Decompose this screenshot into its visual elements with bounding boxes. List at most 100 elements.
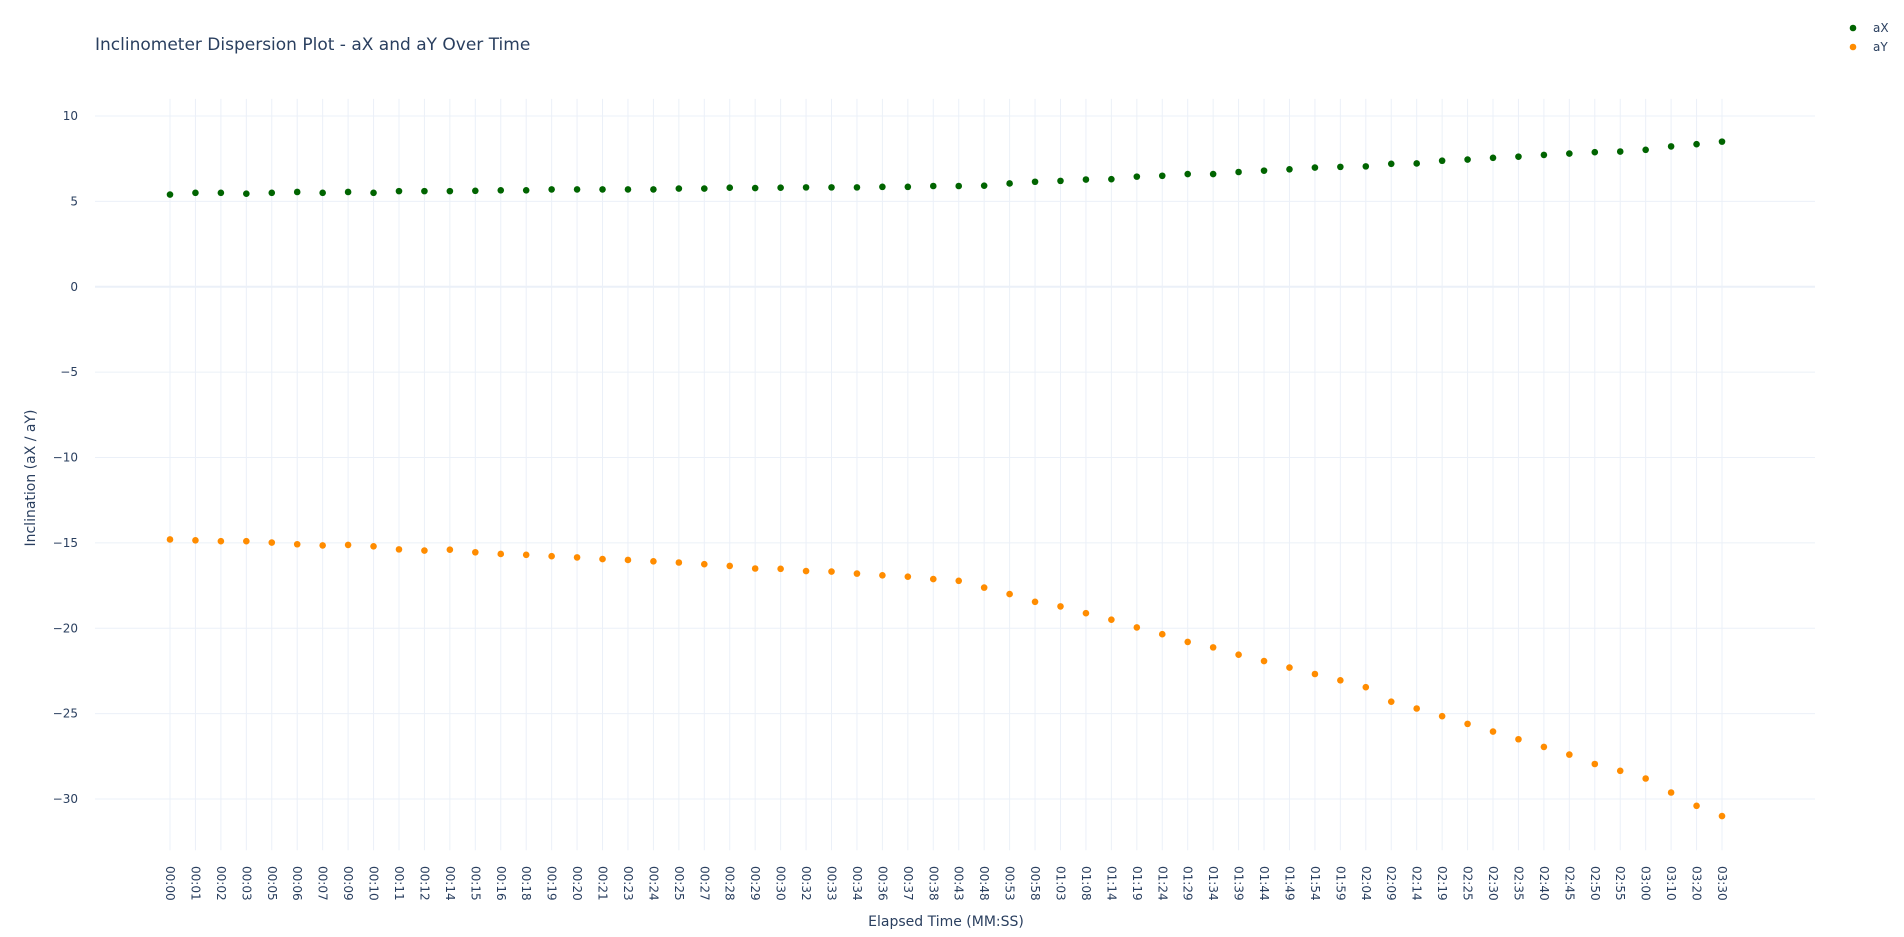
point-ay[interactable] (344, 541, 352, 549)
point-ay[interactable] (777, 565, 784, 573)
point-ax[interactable] (1540, 151, 1548, 159)
point-ay[interactable] (1718, 812, 1726, 820)
point-ay[interactable] (319, 542, 326, 549)
point-ay[interactable] (421, 547, 428, 554)
point-ax[interactable] (395, 187, 403, 195)
point-ay[interactable] (955, 577, 963, 585)
point-ay[interactable] (217, 537, 225, 545)
point-ay[interactable] (1133, 624, 1141, 631)
point-ax[interactable] (497, 186, 505, 194)
point-ay[interactable] (1387, 698, 1395, 705)
point-ax[interactable] (1133, 173, 1141, 180)
point-ax[interactable] (624, 186, 632, 193)
point-ax[interactable] (1566, 150, 1573, 157)
point-ay[interactable] (497, 550, 505, 558)
point-ax[interactable] (1158, 172, 1166, 180)
point-ay[interactable] (573, 554, 581, 561)
point-ay[interactable] (751, 565, 759, 572)
point-ay[interactable] (268, 539, 276, 546)
point-ay[interactable] (1260, 657, 1268, 665)
point-ax[interactable] (1006, 180, 1013, 187)
point-ax[interactable] (828, 184, 835, 191)
point-ax[interactable] (929, 182, 937, 190)
point-ay[interactable] (980, 584, 988, 591)
point-ay[interactable] (1489, 728, 1497, 735)
point-ax[interactable] (1082, 176, 1090, 183)
point-ax[interactable] (1413, 160, 1420, 167)
point-ay[interactable] (700, 560, 708, 568)
point-ax[interactable] (446, 187, 454, 195)
point-ax[interactable] (1260, 167, 1268, 174)
point-ax[interactable] (1489, 154, 1497, 162)
point-ay[interactable] (1082, 609, 1090, 617)
point-ay[interactable] (879, 572, 886, 579)
point-ax[interactable] (1184, 170, 1192, 178)
point-ax[interactable] (1108, 175, 1115, 183)
point-ax[interactable] (853, 184, 861, 191)
point-ay[interactable] (472, 548, 479, 556)
point-ay[interactable] (1235, 651, 1242, 659)
point-ax[interactable] (243, 190, 250, 197)
point-ax[interactable] (955, 182, 963, 190)
point-ay[interactable] (243, 537, 250, 545)
point-ax[interactable] (1209, 170, 1217, 178)
point-ax[interactable] (700, 185, 708, 192)
point-ax[interactable] (650, 186, 657, 193)
point-ay[interactable] (929, 575, 937, 583)
point-ay[interactable] (370, 542, 377, 550)
point-ax[interactable] (980, 182, 988, 189)
point-ax[interactable] (1057, 177, 1064, 185)
point-ax[interactable] (472, 187, 479, 195)
point-ax[interactable] (1616, 148, 1624, 155)
point-ax[interactable] (293, 188, 301, 196)
point-ay[interactable] (650, 558, 657, 565)
point-ax[interactable] (370, 189, 377, 197)
point-ax[interactable] (1718, 138, 1726, 145)
point-ay[interactable] (853, 570, 861, 577)
point-ay[interactable] (1362, 683, 1370, 691)
point-ay[interactable] (1693, 802, 1700, 810)
point-ax[interactable] (548, 186, 555, 193)
point-ay[interactable] (166, 536, 174, 543)
point-ay[interactable] (1591, 760, 1599, 768)
point-ay[interactable] (1184, 638, 1192, 646)
point-ax[interactable] (192, 189, 199, 197)
point-ax[interactable] (1337, 163, 1344, 171)
point-ay[interactable] (828, 568, 835, 575)
point-ay[interactable] (1286, 664, 1293, 671)
point-ax[interactable] (344, 188, 352, 196)
point-ay[interactable] (1311, 670, 1319, 678)
point-ax[interactable] (777, 184, 784, 192)
point-ay[interactable] (1108, 616, 1115, 624)
point-ax[interactable] (1693, 140, 1700, 148)
point-ax[interactable] (319, 189, 326, 197)
point-ay[interactable] (1209, 644, 1217, 651)
point-ax[interactable] (1642, 146, 1649, 154)
point-ax[interactable] (166, 191, 174, 198)
point-ax[interactable] (522, 186, 530, 194)
point-ay[interactable] (522, 551, 530, 559)
point-ay[interactable] (802, 567, 810, 575)
point-ax[interactable] (675, 185, 683, 192)
point-ax[interactable] (573, 186, 581, 193)
point-ay[interactable] (726, 562, 734, 570)
legend-item-ay[interactable]: aY (1849, 40, 1889, 54)
point-ax[interactable] (599, 186, 606, 193)
point-ay[interactable] (1642, 775, 1649, 782)
point-ay[interactable] (1616, 767, 1624, 775)
point-ay[interactable] (1057, 603, 1064, 610)
point-ax[interactable] (1031, 178, 1039, 186)
point-ay[interactable] (548, 552, 555, 560)
point-ax[interactable] (1235, 168, 1242, 176)
point-ax[interactable] (1667, 143, 1675, 150)
point-ay[interactable] (1566, 751, 1573, 758)
point-ay[interactable] (395, 546, 403, 553)
point-ax[interactable] (1387, 160, 1395, 168)
point-ax[interactable] (802, 184, 810, 191)
point-ax[interactable] (1362, 163, 1370, 170)
point-ay[interactable] (1413, 705, 1420, 712)
point-ay[interactable] (1515, 735, 1522, 743)
point-ax[interactable] (879, 183, 886, 191)
point-ay[interactable] (624, 556, 632, 564)
point-ay[interactable] (1158, 630, 1166, 638)
